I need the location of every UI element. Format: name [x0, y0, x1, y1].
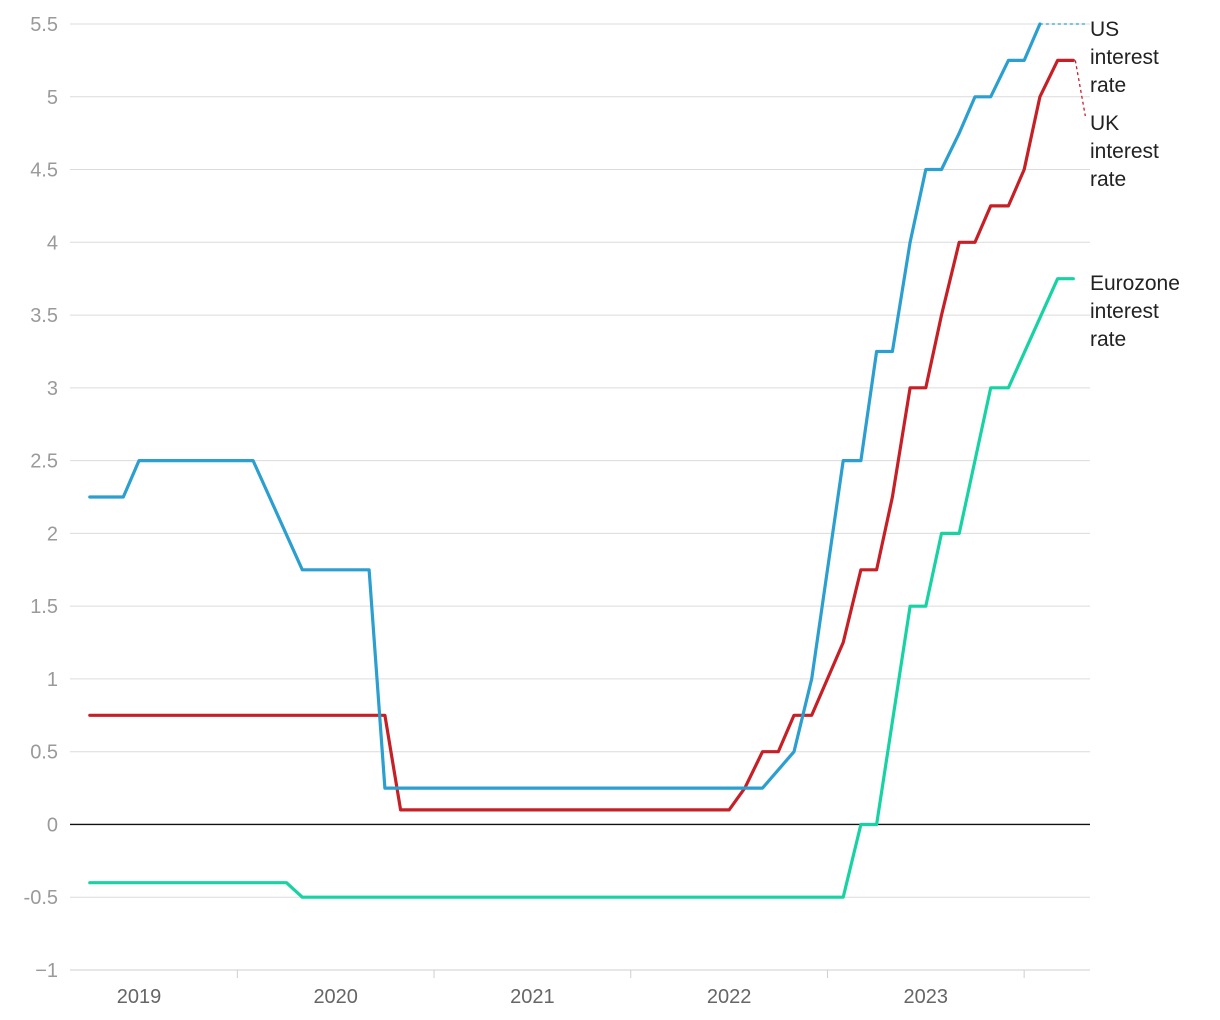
- ez-rate-line: [88, 277, 1075, 899]
- series-labels: US interest rate UK interest rate Eurozone inte…: [1039, 18, 1180, 351]
- us-series-label: US: [1090, 18, 1119, 41]
- y-tick-label: 4.5: [30, 160, 58, 182]
- uk-series-label: rate: [1090, 168, 1126, 191]
- uk-series-label: UK: [1090, 112, 1119, 135]
- x-tick-label: 2022: [707, 986, 752, 1008]
- axes: 5.5 5 4.5 4 3.5 3 2.5 2 1.5 1 0.5 0 -0.5 −1 2019 2020 20…: [24, 14, 1090, 1008]
- x-tick-label: 2019: [117, 986, 162, 1008]
- us-series-label: interest: [1090, 46, 1159, 69]
- x-tick-label: 2020: [313, 986, 358, 1008]
- y-tick-label: 1: [47, 669, 58, 691]
- series-lines: [88, 22, 1075, 899]
- y-tick-label: −1: [35, 960, 58, 982]
- y-tick-label: 3.5: [30, 305, 58, 327]
- y-tick-label: 1.5: [30, 596, 58, 618]
- y-tick-label: 0.5: [30, 742, 58, 764]
- y-tick-label: 5: [47, 87, 58, 109]
- y-tick-label: 2: [47, 523, 58, 545]
- y-tick-label: -0.5: [24, 887, 58, 909]
- uk-label-leader: [1074, 60, 1086, 117]
- gridlines: [70, 23, 1090, 971]
- x-tick-label: 2023: [904, 986, 949, 1008]
- y-tick-label: 0: [47, 814, 58, 836]
- y-tick-label: 4: [47, 232, 58, 254]
- y-tick-label: 5.5: [30, 14, 58, 36]
- y-tick-label: 2.5: [30, 451, 58, 473]
- us-rate-line: [88, 22, 1042, 790]
- y-tick-label: 3: [47, 378, 58, 400]
- ez-series-label: interest: [1090, 300, 1159, 323]
- ez-series-label: rate: [1090, 328, 1126, 351]
- x-tick-label: 2021: [510, 986, 555, 1008]
- uk-series-label: interest: [1090, 140, 1159, 163]
- ez-series-label: Eurozone: [1090, 272, 1180, 295]
- uk-rate-line: [88, 58, 1075, 812]
- us-series-label: rate: [1090, 74, 1126, 97]
